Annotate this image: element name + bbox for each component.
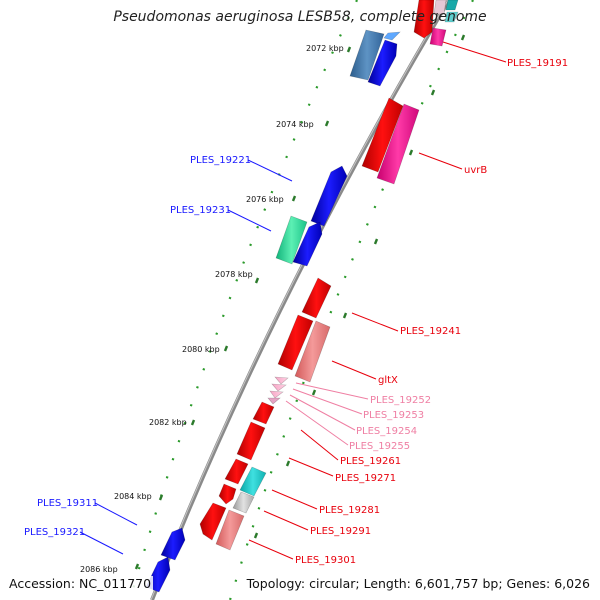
gene-feature [376,103,420,185]
gene-feature [218,483,237,505]
leader-line [331,360,377,380]
gene-label: PLES_19301 [295,555,356,566]
tick-label: 2082 kbp [149,418,187,427]
gene-feature [383,31,401,41]
gene-feature [301,277,332,319]
gene-feature [224,458,249,485]
leader-line [442,41,507,63]
gene-feature [267,397,281,405]
outer-tick-marks [253,34,466,539]
gene-label: PLES_19321 [24,527,85,538]
genome-backbone [150,0,451,600]
leader-line [295,382,369,400]
topology-info: Topology: circular; Length: 6,601,757 bp… [244,576,592,591]
tick-mark [254,277,260,284]
genome-backbone-highlight [150,0,449,600]
tick-mark [408,149,414,156]
accession-info: Accession: NC_011770 [7,576,154,591]
tick-mark [460,34,466,41]
gene-feature [445,0,459,11]
tick-mark [223,345,229,352]
gene-label: PLES_19253 [363,410,424,421]
tick-mark [134,563,140,570]
leader-line [248,539,294,560]
gene-label: PLES_19311 [37,498,98,509]
gene-feature [252,401,275,425]
gene-feature [232,491,255,514]
leader-line [300,429,339,461]
gene-feature [277,314,314,371]
gene-feature [269,390,284,399]
gene-feature [274,376,289,385]
tick-marks [134,46,352,570]
gene-feature [349,29,385,81]
gene-feature [239,466,267,497]
gene-labels: PLES_19191 uvrB PLES_19221 PLES_19231 PL… [24,58,568,566]
gene-label: PLES_19281 [319,505,380,516]
gene-label: PLES_19241 [400,326,461,337]
gene-feature [275,215,308,265]
tick-label: 2074 kbp [276,120,314,129]
gene-label: PLES_19261 [340,456,401,467]
gene-feature [367,39,398,87]
gene-feature [361,97,404,173]
map-title: Pseudomonas aeruginosa LESB58, complete … [113,9,487,25]
gene-label: PLES_19231 [170,205,231,216]
tick-mark [324,120,330,127]
gene-label: uvrB [464,165,487,176]
tick-mark [373,238,379,245]
gene-feature [444,11,459,23]
gene-label: PLES_19221 [190,155,251,166]
gene-label: gltX [378,375,398,386]
tick-label: 2084 kbp [114,492,152,501]
gene-label: PLES_19252 [370,395,431,406]
leader-line [418,152,463,170]
tick-mark [190,419,196,426]
gene-features [145,0,459,593]
tick-mark [342,312,348,319]
tick-label: 2078 kbp [215,270,253,279]
leader-line [292,388,363,415]
tick-mark [253,532,259,539]
tick-mark [291,195,297,202]
gene-feature [236,421,266,461]
gene-label: PLES_19291 [310,526,371,537]
tick-label: 2076 kbp [246,195,284,204]
leader-line [247,159,293,182]
leader-line [288,457,334,477]
gene-label: PLES_19191 [507,58,568,69]
gene-label: PLES_19255 [349,441,410,452]
tick-mark [430,89,436,96]
leader-line [289,394,356,431]
gene-feature [215,509,245,551]
gene-feature [433,0,447,15]
leader-line [79,531,124,555]
leader-line [271,489,318,510]
gene-feature [199,502,227,541]
gene-feature [160,527,186,561]
tick-mark [311,389,317,396]
leader-line [94,502,138,526]
gene-feature [271,383,287,392]
gene-feature [429,27,447,47]
gene-label: PLES_19271 [335,473,396,484]
gene-feature [292,221,323,267]
gene-feature [310,165,348,227]
leader-line [285,400,349,446]
tick-label: 2086 kbp [80,565,118,574]
tick-mark [158,494,164,501]
gene-label: PLES_19254 [356,426,417,437]
leader-line [227,209,272,232]
gene-feature [294,320,331,383]
tick-label: 2080 kbp [182,345,220,354]
tick-label: 2072 kbp [306,44,344,53]
label-leaders [79,41,507,560]
tick-mark [285,460,291,467]
leader-line [263,510,309,531]
tick-mark [346,46,352,53]
gene-feature [413,0,435,39]
leader-line [351,312,399,332]
tick-labels: 2072 kbp 2074 kbp 2076 kbp 2078 kbp 2080… [80,44,344,574]
